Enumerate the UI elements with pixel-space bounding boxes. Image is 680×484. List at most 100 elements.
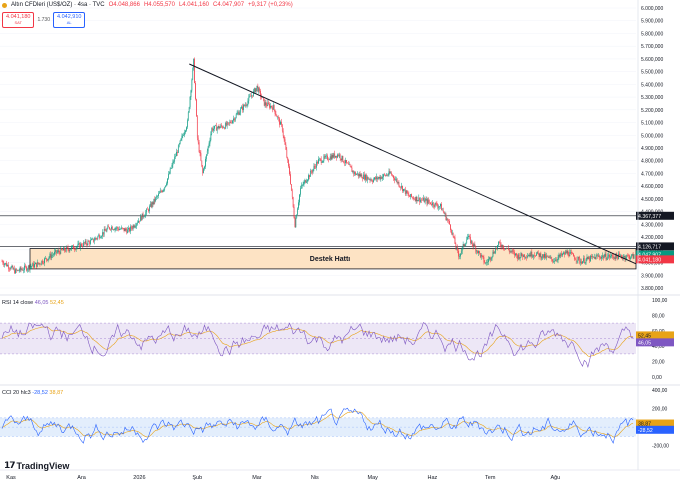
candle-body	[537, 251, 539, 254]
candle-body	[552, 259, 553, 262]
tradingview-branding[interactable]: 𝟭𝟳 TradingView	[4, 460, 69, 471]
price-tag-mid: 4.126,717	[638, 244, 661, 250]
candle-body	[229, 121, 231, 124]
cci-header[interactable]: CCI 20 hlc3 -28,52 38,87	[2, 390, 63, 396]
cci-ma-line	[1, 411, 634, 438]
candle-body	[364, 174, 365, 180]
candle-body	[557, 257, 559, 261]
candle-body	[15, 269, 16, 274]
candle-body	[61, 248, 63, 250]
candle-body	[415, 196, 417, 201]
candle-body	[594, 257, 596, 260]
candle-body	[406, 190, 408, 194]
candle-body	[132, 225, 134, 229]
candle-body	[171, 165, 173, 169]
candle-body	[53, 254, 54, 256]
candle-body	[472, 244, 474, 247]
candle-body	[165, 185, 167, 188]
candle-body	[36, 262, 38, 267]
candle-body	[343, 161, 345, 163]
candle-body	[215, 125, 216, 126]
rsi-axis-label: 80,00	[652, 313, 665, 319]
candle-body	[118, 228, 119, 231]
buy-button[interactable]: 4.042,910 AL	[52, 12, 86, 28]
candle-body	[217, 125, 219, 128]
candle-body	[347, 162, 348, 164]
candle-body	[582, 261, 583, 264]
candle-body	[493, 251, 495, 254]
candle-body	[98, 235, 100, 237]
candle-body	[167, 178, 168, 184]
candle-body	[31, 266, 33, 267]
candle-body	[615, 253, 617, 259]
candle-body	[334, 153, 336, 158]
candle-body	[460, 251, 462, 254]
candle-body	[479, 253, 481, 258]
time-axis-label: Kas	[6, 475, 16, 481]
candle-body	[437, 205, 439, 208]
candle-body	[264, 102, 266, 106]
candle-body	[62, 249, 63, 251]
candle-body	[253, 90, 254, 97]
candle-body	[204, 166, 205, 169]
candle-body	[315, 166, 317, 168]
candle-body	[608, 254, 610, 257]
candle-body	[434, 202, 436, 207]
symbol-title[interactable]: Altın CFDleri (US$/OZ) · 4sa · TVC	[11, 2, 105, 8]
price-axis-label: 4.800,000	[641, 159, 663, 165]
rsi-header[interactable]: RSI 14 close 46,05 52,45	[2, 300, 64, 306]
candle-body	[187, 120, 188, 128]
candle-body	[159, 190, 161, 193]
candle-body	[308, 175, 309, 180]
candle-body	[448, 220, 449, 221]
candle-body	[45, 257, 47, 260]
candle-body	[567, 250, 569, 256]
candle-body	[369, 179, 371, 181]
candle-body	[628, 255, 629, 256]
candle-body	[158, 193, 159, 197]
time-axis-label: Ağu	[550, 475, 560, 481]
candle-body	[178, 143, 180, 146]
candle-body	[313, 166, 315, 170]
candle-body	[91, 239, 92, 241]
price-axis-label: 4.200,000	[641, 235, 663, 241]
candle-body	[77, 243, 79, 247]
candle-body	[254, 88, 256, 93]
candle-body	[579, 258, 581, 263]
candle-body	[43, 263, 44, 264]
candle-body	[620, 255, 622, 258]
candle-body	[568, 255, 570, 257]
candle-body	[629, 255, 630, 259]
rsi-tag: 46,05	[638, 340, 651, 346]
candle-body	[310, 170, 312, 173]
time-axis-label: Haz	[427, 475, 437, 481]
candle-body	[511, 250, 513, 252]
candle-body	[231, 122, 233, 124]
candle-body	[598, 255, 600, 257]
candle-body	[84, 240, 86, 244]
candle-body	[363, 174, 365, 180]
candle-body	[583, 258, 584, 262]
candle-body	[60, 248, 62, 254]
candle-body	[440, 203, 441, 207]
candle-body	[459, 256, 460, 257]
candle-body	[87, 241, 89, 245]
candle-body	[592, 256, 594, 258]
price-tag-upper: 4.367,377	[638, 214, 661, 220]
sell-button[interactable]: 4.041,180 SAT	[2, 12, 35, 28]
time-axis-label: Şub	[192, 475, 202, 481]
candle-body	[610, 256, 611, 258]
tradingview-logo-icon: 𝟭𝟳	[4, 460, 15, 470]
candle-body	[72, 245, 73, 247]
candle-body	[574, 259, 576, 260]
candle-body	[494, 252, 496, 254]
candle-body	[196, 99, 197, 117]
candle-body	[18, 270, 20, 272]
candle-body	[47, 258, 49, 261]
candle-body	[338, 154, 340, 156]
cci-tag-ma-bg	[636, 419, 674, 428]
candle-body	[551, 257, 553, 260]
candle-body	[190, 90, 192, 97]
candle-body	[300, 188, 301, 195]
